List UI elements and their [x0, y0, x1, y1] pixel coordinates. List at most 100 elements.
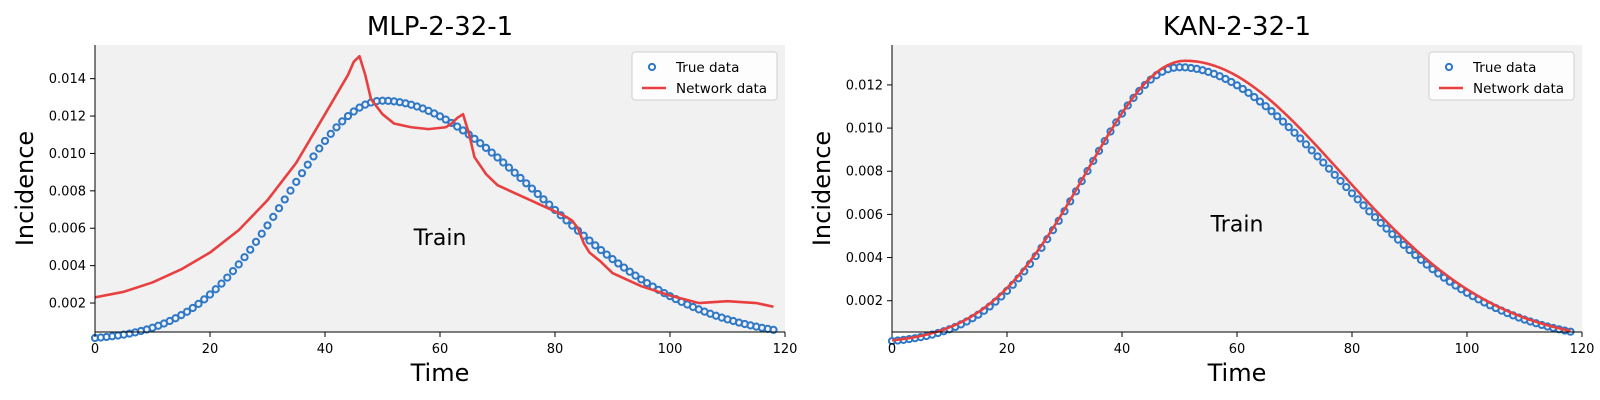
- data-point: [194, 299, 203, 308]
- data-point: [1227, 77, 1236, 87]
- data-point: [257, 229, 266, 238]
- data-point: [1267, 107, 1276, 116]
- x-tick-label: 60: [432, 342, 449, 357]
- x-tick-label: 60: [1229, 342, 1246, 357]
- data-point: [1376, 218, 1385, 228]
- y-tick-label: 0.010: [49, 147, 86, 162]
- data-point: [269, 212, 278, 221]
- data-point: [510, 168, 519, 177]
- data-point: [631, 271, 640, 280]
- data-point: [625, 267, 634, 276]
- data-point: [642, 278, 652, 288]
- chart-panel-1: 0 20 40 60 80 100 120 0.002 0.004 0.006 0.008 0.010…: [11, 12, 797, 387]
- legend-marker-true-data: [1444, 62, 1454, 72]
- data-point: [1347, 189, 1357, 198]
- data-point: [591, 241, 600, 250]
- data-point: [527, 184, 537, 193]
- y-axis-label: Incidence: [11, 131, 39, 246]
- data-point: [1232, 81, 1242, 90]
- data-point: [1100, 136, 1109, 146]
- data-point: [1296, 134, 1305, 143]
- data-point: [1365, 207, 1374, 216]
- x-axis-label: Time: [410, 359, 470, 387]
- data-point: [1301, 140, 1311, 149]
- y-tick-label: 0.012: [846, 78, 883, 93]
- series-line-network-data: [891, 59, 1571, 342]
- chart-title: MLP-2-32-1: [367, 12, 513, 42]
- data-point: [1411, 250, 1420, 260]
- x-tick-label: 100: [658, 342, 683, 357]
- y-tick-label: 0.008: [846, 165, 883, 180]
- data-point: [602, 250, 611, 259]
- data-point: [1330, 170, 1339, 179]
- data-point: [453, 122, 462, 131]
- data-point: [458, 126, 468, 135]
- data-point: [499, 158, 508, 167]
- y-tick-label: 0.006: [846, 208, 883, 223]
- data-point: [539, 195, 548, 204]
- data-point: [493, 153, 502, 162]
- data-point: [1255, 97, 1265, 106]
- legend: True data Network data: [1428, 51, 1575, 101]
- data-point: [297, 169, 307, 178]
- data-point: [228, 267, 238, 276]
- data-point: [349, 107, 358, 116]
- data-point: [1117, 109, 1127, 118]
- annotation-train: Train: [1210, 213, 1264, 238]
- data-point: [487, 148, 496, 157]
- data-point: [608, 255, 617, 264]
- data-point: [1382, 224, 1391, 233]
- data-point: [292, 177, 301, 186]
- data-point: [326, 129, 335, 138]
- data-point: [1428, 265, 1437, 274]
- data-point: [286, 186, 295, 195]
- data-point: [1370, 213, 1380, 222]
- data-point: [1388, 230, 1397, 239]
- data-point: [1399, 240, 1408, 249]
- y-tick-label: 0.004: [846, 251, 883, 266]
- data-point: [637, 275, 646, 284]
- data-point: [1290, 128, 1299, 137]
- data-point: [315, 144, 324, 153]
- data-point: [177, 311, 186, 320]
- data-point: [1405, 245, 1414, 255]
- x-tick-label: 80: [1344, 342, 1361, 357]
- data-point: [320, 136, 330, 146]
- y-tick-label: 0.004: [49, 259, 86, 274]
- legend-marker-true-data: [647, 62, 657, 72]
- data-point: [1422, 260, 1431, 269]
- data-point: [441, 115, 450, 124]
- data-point: [1359, 201, 1368, 210]
- x-tick-label: 0: [91, 342, 99, 357]
- data-point: [481, 143, 491, 152]
- y-tick-label: 0.008: [49, 184, 86, 199]
- y-axis-label: Incidence: [808, 131, 836, 246]
- legend-label: Network data: [676, 81, 767, 97]
- x-tick-label: 80: [547, 342, 564, 357]
- data-point: [1313, 152, 1322, 161]
- data-point: [476, 139, 485, 148]
- data-point: [1319, 158, 1328, 167]
- x-tick-label: 20: [999, 342, 1016, 357]
- data-point: [1324, 164, 1334, 173]
- data-point: [1284, 123, 1293, 132]
- data-point: [1244, 88, 1253, 97]
- data-point: [182, 307, 192, 316]
- data-point: [585, 236, 594, 245]
- x-axis-label: Time: [1207, 359, 1267, 387]
- series-line-network-data: [94, 54, 774, 309]
- data-point: [246, 245, 255, 254]
- data-point: [205, 290, 215, 299]
- data-point: [447, 118, 456, 128]
- x-tick-label: 20: [202, 342, 219, 357]
- data-point: [1094, 146, 1104, 155]
- data-point: [200, 295, 209, 304]
- data-point: [1278, 117, 1288, 126]
- data-point: [188, 303, 197, 313]
- legend-box: [631, 51, 778, 101]
- chart-title: KAN-2-32-1: [1163, 12, 1311, 42]
- data-point: [522, 179, 531, 188]
- data-point: [1416, 255, 1426, 264]
- x-tick-label: 40: [317, 342, 334, 357]
